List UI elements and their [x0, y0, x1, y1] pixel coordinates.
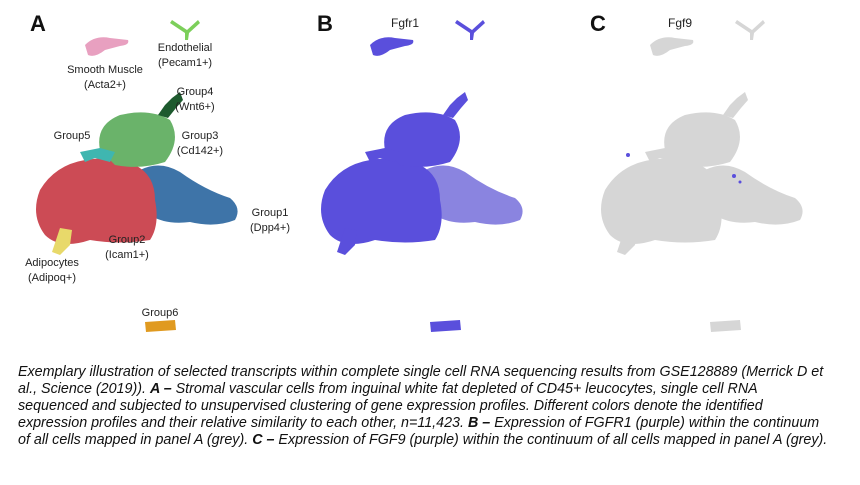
- cluster-marker: (Cd142+): [177, 145, 223, 157]
- cluster-name: Adipocytes: [25, 257, 79, 269]
- figure-caption: Exemplary illustration of selected trans…: [18, 364, 830, 449]
- cluster-name: Endothelial: [158, 42, 212, 54]
- panel-letter: B: [317, 11, 333, 36]
- caption-key: B –: [467, 415, 491, 431]
- cluster-marker: (Pecam1+): [158, 57, 212, 69]
- fgf9-map: [601, 20, 803, 332]
- panel-letter: C: [590, 11, 606, 36]
- caption-text: Expression of FGF9 (purple) within the c…: [278, 432, 828, 448]
- cluster-name: Group6: [142, 307, 179, 319]
- cluster-labels: Smooth Muscle (Acta2+) Endothelial (Pecam1+…: [25, 42, 290, 319]
- cluster-marker: (Wnt6+): [175, 101, 214, 113]
- cluster-name: Smooth Muscle: [67, 64, 143, 76]
- expression-dot: [626, 153, 630, 157]
- cluster-marker: (Icam1+): [105, 249, 149, 261]
- caption-text: Expression of FGFR1 (purple) within the …: [18, 415, 820, 448]
- cluster-marker: (Dpp4+): [250, 222, 290, 234]
- gene-title: Fgf9: [668, 16, 692, 30]
- fgfr1-map: [321, 20, 523, 332]
- cluster-name: Group1: [252, 207, 289, 219]
- cluster-name: Group5: [54, 130, 91, 142]
- cluster-marker: (Acta2+): [84, 79, 126, 91]
- caption-key: C –: [252, 432, 275, 448]
- caption-key: A –: [149, 381, 172, 397]
- panel-letter: A: [30, 11, 46, 36]
- caption-text: Stromal vascular cells from inguinal whi…: [18, 381, 763, 431]
- cluster-name: Group2: [109, 234, 146, 246]
- caption-text: Exemplary illustration of selected trans…: [18, 364, 824, 397]
- gene-title: Fgfr1: [391, 16, 419, 30]
- expression-dot: [732, 174, 736, 178]
- cluster-name: Group4: [177, 86, 214, 98]
- figure: A B C Fgfr1 Fgf9 Smooth Muscle (Acta2+) En…: [25, 11, 803, 332]
- cluster-name: Group3: [182, 130, 219, 142]
- expression-dot: [738, 180, 742, 184]
- cluster-marker: (Adipoq+): [28, 272, 76, 284]
